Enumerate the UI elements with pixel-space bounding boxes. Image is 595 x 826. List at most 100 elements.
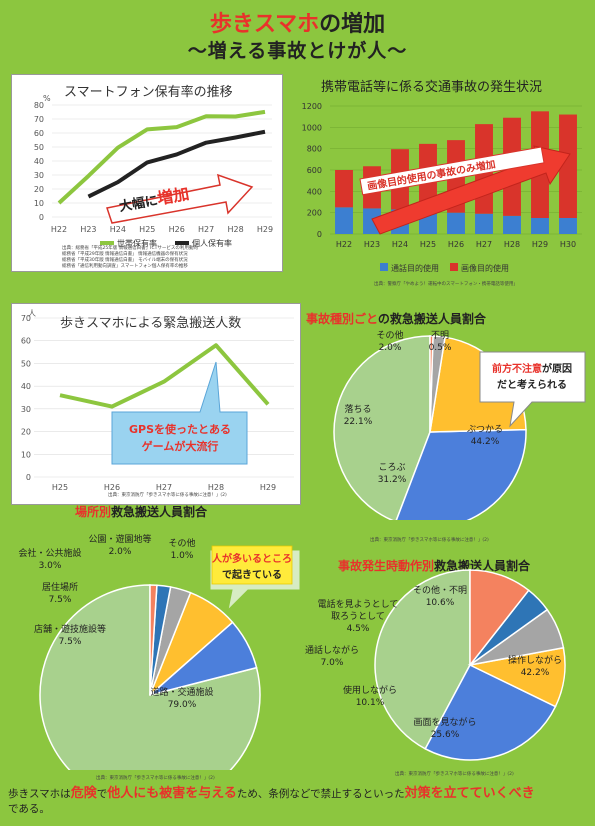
page-subtitle: 〜増える事故とけが人〜 xyxy=(187,40,408,62)
note-line-1: 前方不注意が原因 xyxy=(492,362,572,375)
x-tick-label: H25 xyxy=(420,240,436,249)
x-tick-label: H24 xyxy=(392,240,408,249)
slice-value: 7.0% xyxy=(321,658,344,668)
increase-arrow xyxy=(106,173,254,224)
slice-label: 公園・遊園地等 xyxy=(88,533,151,545)
source-note: 出典：東京消防庁「歩きスマホ等に係る事故に注意！」(2) xyxy=(370,538,489,543)
y-axis-unit: % xyxy=(43,94,51,103)
x-tick-label: H22 xyxy=(336,240,352,249)
note-line-2: だと考えられる xyxy=(497,378,567,391)
bar-segment xyxy=(335,170,353,208)
accident-bar-panel: 携帯電話等に係る交通事故の発生状況 0 200 400 600 800 1000 1200 H… xyxy=(292,76,587,288)
legend-swatch xyxy=(450,263,458,271)
slice-value: 3.0% xyxy=(39,561,62,571)
legend-swatch xyxy=(380,263,388,271)
page-title: 歩きスマホの増加 xyxy=(209,12,386,37)
location-pie: 道路・交通施設 79.0% 店舗・遊技施設等 7.5% 居住場所 7.5% 会社・公共施設 3… xyxy=(18,533,300,770)
y-tick-label: 0 xyxy=(26,473,31,482)
slice-label: 使用しながら xyxy=(343,684,397,696)
callout-line-2: ゲームが大流行 xyxy=(142,439,219,453)
chart-title: 場所別救急搬送人員割合 xyxy=(75,505,208,519)
slice-value: 7.5% xyxy=(49,595,72,605)
x-tick-label: H25 xyxy=(139,225,155,234)
legend-label: 通話目的使用 xyxy=(391,263,439,273)
y-tick-label: 20 xyxy=(21,428,31,437)
annotation-box xyxy=(359,146,545,196)
x-tick-label: H23 xyxy=(80,225,96,234)
slice-label: その他・不明 xyxy=(413,584,467,596)
note-box xyxy=(211,545,293,585)
slice-value: 42.2% xyxy=(521,668,550,678)
y-tick-label: 20 xyxy=(34,185,44,194)
bar-segment xyxy=(559,218,577,234)
pie-slice xyxy=(469,569,530,668)
emergency-transport-panel: 歩きスマホによる緊急搬送人数 人 0 10 20 30 40 50 60 70 H25 H26 H27… xyxy=(11,303,301,505)
slice-value: 31.2% xyxy=(378,475,407,485)
source-note: 出典：東京消防庁「歩きスマホ等に係る事故に注意！」(2) xyxy=(108,493,227,498)
y-tick-label: 1000 xyxy=(302,123,322,132)
increase-label: 大幅に増加 xyxy=(117,184,190,215)
pie-slice xyxy=(429,335,434,433)
bar-segment xyxy=(531,218,549,234)
y-tick-label: 200 xyxy=(307,209,322,218)
slice-label: 会社・公共施設 xyxy=(18,547,81,559)
slice-label: 落ちる xyxy=(344,403,371,415)
action-pie: 操作しながら 42.2% 画面を見ながら 25.6% 使用しながら 10.1% 通話しながら… xyxy=(305,569,566,761)
slice-label: 操作しながら xyxy=(508,654,562,666)
note-line-2: で起きている xyxy=(222,568,282,581)
slice-value: 7.5% xyxy=(59,637,82,647)
y-axis-unit: 人 xyxy=(28,309,36,318)
x-tick-label: H29 xyxy=(260,483,276,492)
x-tick-label: H27 xyxy=(198,225,214,234)
x-tick-label: H22 xyxy=(51,225,67,234)
source-note: 出典：総務省「平成25年版 情報通信白書」ICTサービスの利用動向 総務省「平成… xyxy=(62,246,198,269)
pie-slice xyxy=(424,664,557,761)
accident-type-pie: ぶつかる 44.2% ころぶ 31.2% 落ちる 22.1% その他 2.0% 不明 0.5% 前方… xyxy=(333,329,586,520)
bar-segment xyxy=(447,212,465,234)
slice-value: 22.1% xyxy=(344,417,373,427)
x-tick-label: H24 xyxy=(110,225,126,234)
slice-value: 10.6% xyxy=(426,598,455,608)
x-tick-label: H26 xyxy=(448,240,464,249)
smartphone-ownership-panel: スマートフォン保有率の推移 % 0 10 20 30 40 50 60 70 80 H22 H23 H2… xyxy=(11,74,283,272)
slice-label: 店舗・遊技施設等 xyxy=(34,623,106,635)
slice-label: 不明 xyxy=(431,330,449,341)
chart-title: 事故発生時動作別救急搬送人員割合 xyxy=(338,559,531,573)
y-tick-label: 70 xyxy=(21,314,31,323)
slice-label: 電話を見ようとして xyxy=(318,598,399,610)
ownership-line-chart: % 0 10 20 30 40 50 60 70 80 H22 H23 H24 H25 H26 H27 H28 H… xyxy=(34,94,273,248)
pie-slice xyxy=(333,335,431,520)
chart-title: 携帯電話等に係る交通事故の発生状況 xyxy=(321,80,543,95)
callout-line-1: GPSを使ったとある xyxy=(129,422,231,436)
legend-label: 世帯保有率 xyxy=(117,238,157,248)
slice-value: 4.5% xyxy=(347,624,370,634)
x-tick-label: H29 xyxy=(532,240,548,249)
slice-label: その他 xyxy=(376,329,403,341)
x-tick-label: H26 xyxy=(169,225,185,234)
slice-label: 通話しながら xyxy=(305,644,359,656)
y-tick-label: 50 xyxy=(21,359,31,368)
x-tick-label: H28 xyxy=(504,240,520,249)
x-tick-label: H28 xyxy=(208,483,224,492)
y-tick-label: 400 xyxy=(307,187,322,196)
x-tick-label: H27 xyxy=(476,240,492,249)
x-tick-label: H28 xyxy=(227,225,243,234)
x-tick-label: H25 xyxy=(52,483,68,492)
slice-value: 10.1% xyxy=(356,698,385,708)
series-line xyxy=(57,109,266,205)
y-tick-label: 50 xyxy=(34,143,44,152)
legend-label: 画像目的使用 xyxy=(461,263,509,273)
y-tick-label: 600 xyxy=(307,166,322,175)
chart-title: 歩きスマホによる緊急搬送人数 xyxy=(60,316,242,331)
y-tick-label: 0 xyxy=(39,213,44,222)
slice-label: 居住場所 xyxy=(42,581,78,593)
slice-value: 44.2% xyxy=(471,437,500,447)
slice-label: ぶつかる xyxy=(467,424,503,435)
y-tick-label: 60 xyxy=(34,129,44,138)
slice-value: 2.0% xyxy=(379,343,402,353)
x-tick-label: H27 xyxy=(156,483,172,492)
x-tick-label: H23 xyxy=(364,240,380,249)
slice-label: その他 xyxy=(168,537,195,549)
note-bubble xyxy=(479,351,586,428)
y-tick-label: 30 xyxy=(34,171,44,180)
